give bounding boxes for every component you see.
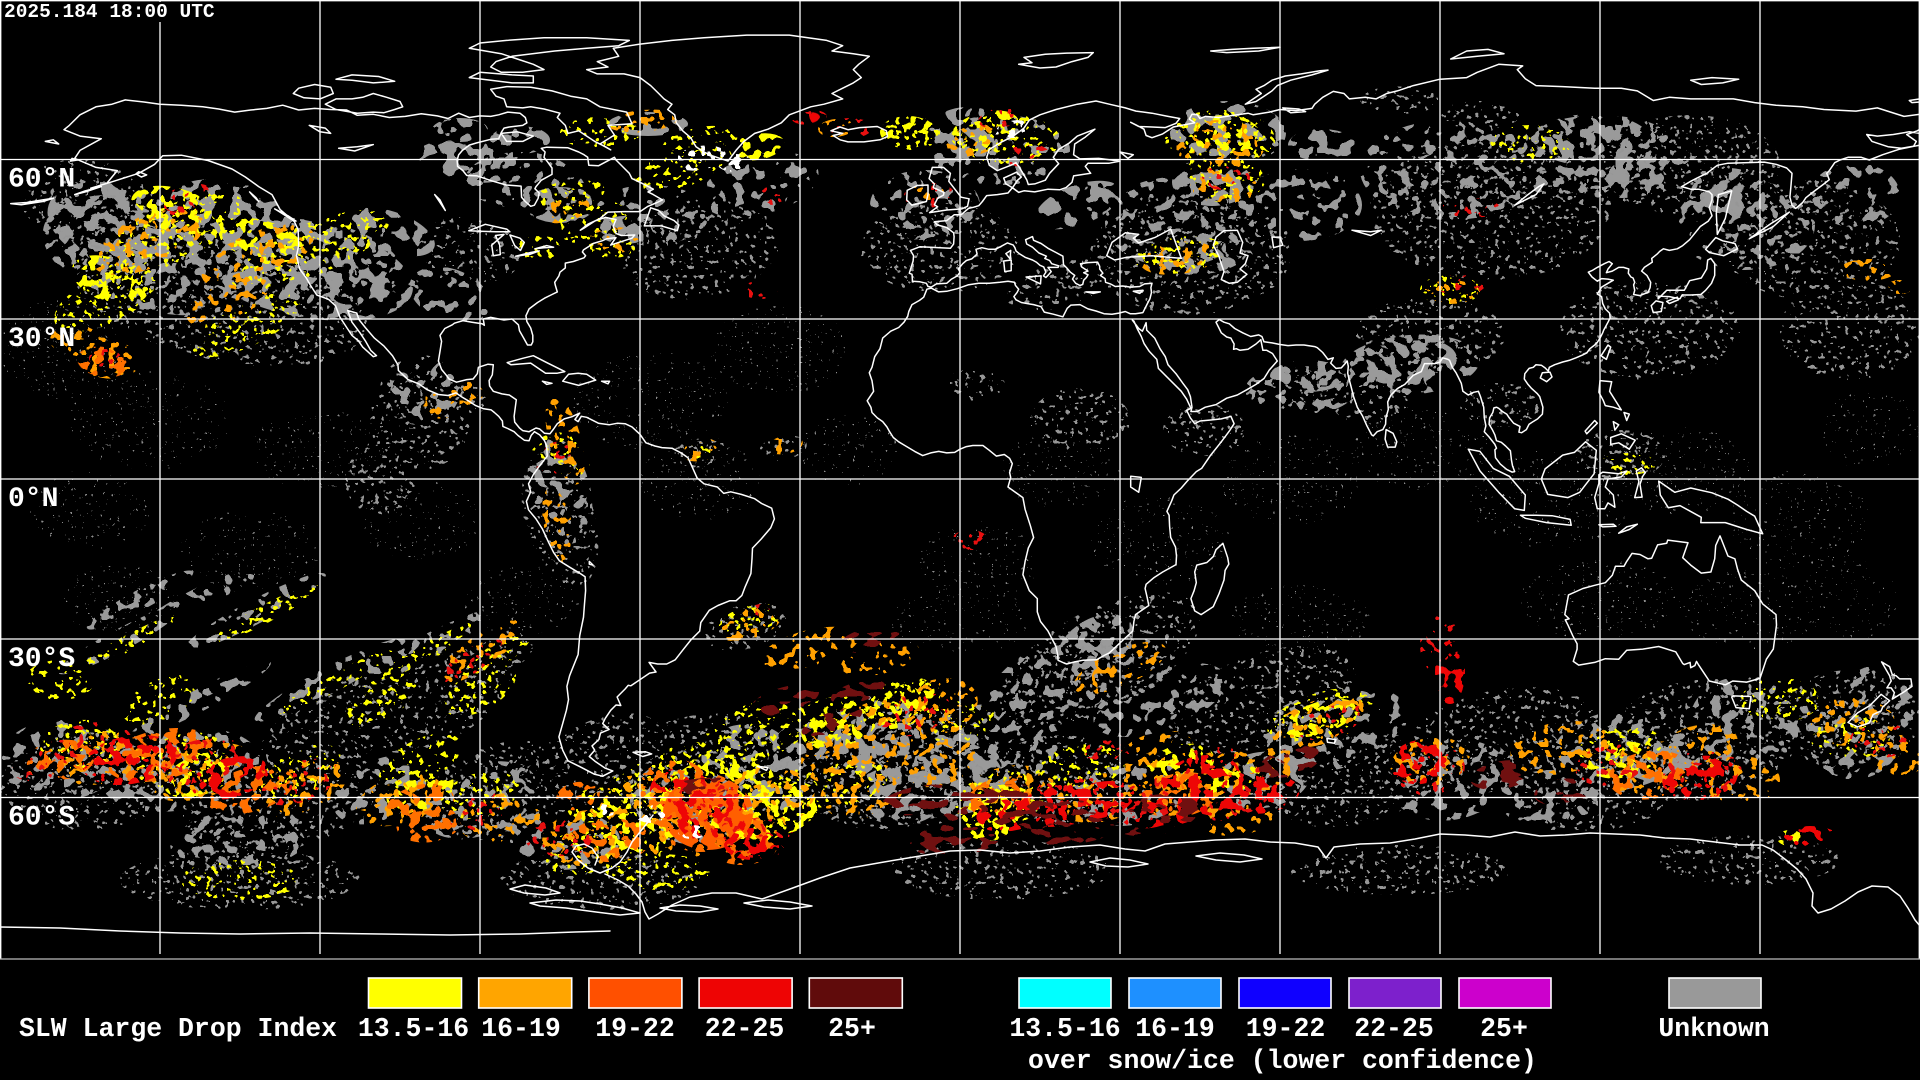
svg-text:30°S: 30°S: [8, 644, 75, 675]
svg-text:19-22: 19-22: [1246, 1014, 1326, 1044]
svg-text:60°N: 60°N: [8, 165, 75, 196]
svg-text:30°N: 30°N: [8, 324, 75, 355]
svg-text:16-19: 16-19: [1135, 1014, 1215, 1044]
svg-text:2025.184 18:00 UTC: 2025.184 18:00 UTC: [4, 1, 215, 23]
svg-text:60°S: 60°S: [8, 803, 75, 834]
svg-text:13.5-16: 13.5-16: [358, 1014, 469, 1044]
svg-text:over snow/ice (lower confidenc: over snow/ice (lower confidence): [1028, 1046, 1537, 1076]
svg-text:13.5-16: 13.5-16: [1009, 1014, 1120, 1044]
svg-text:16-19: 16-19: [481, 1014, 561, 1044]
svg-text:Unknown: Unknown: [1658, 1014, 1769, 1044]
svg-text:19-22: 19-22: [595, 1014, 675, 1044]
svg-text:25+: 25+: [1480, 1014, 1528, 1044]
svg-text:SLW Large Drop Index: SLW Large Drop Index: [19, 1014, 337, 1044]
svg-text:22-25: 22-25: [1354, 1014, 1434, 1044]
svg-text:22-25: 22-25: [705, 1014, 785, 1044]
svg-text:0°N: 0°N: [8, 484, 58, 515]
svg-text:25+: 25+: [828, 1014, 876, 1044]
